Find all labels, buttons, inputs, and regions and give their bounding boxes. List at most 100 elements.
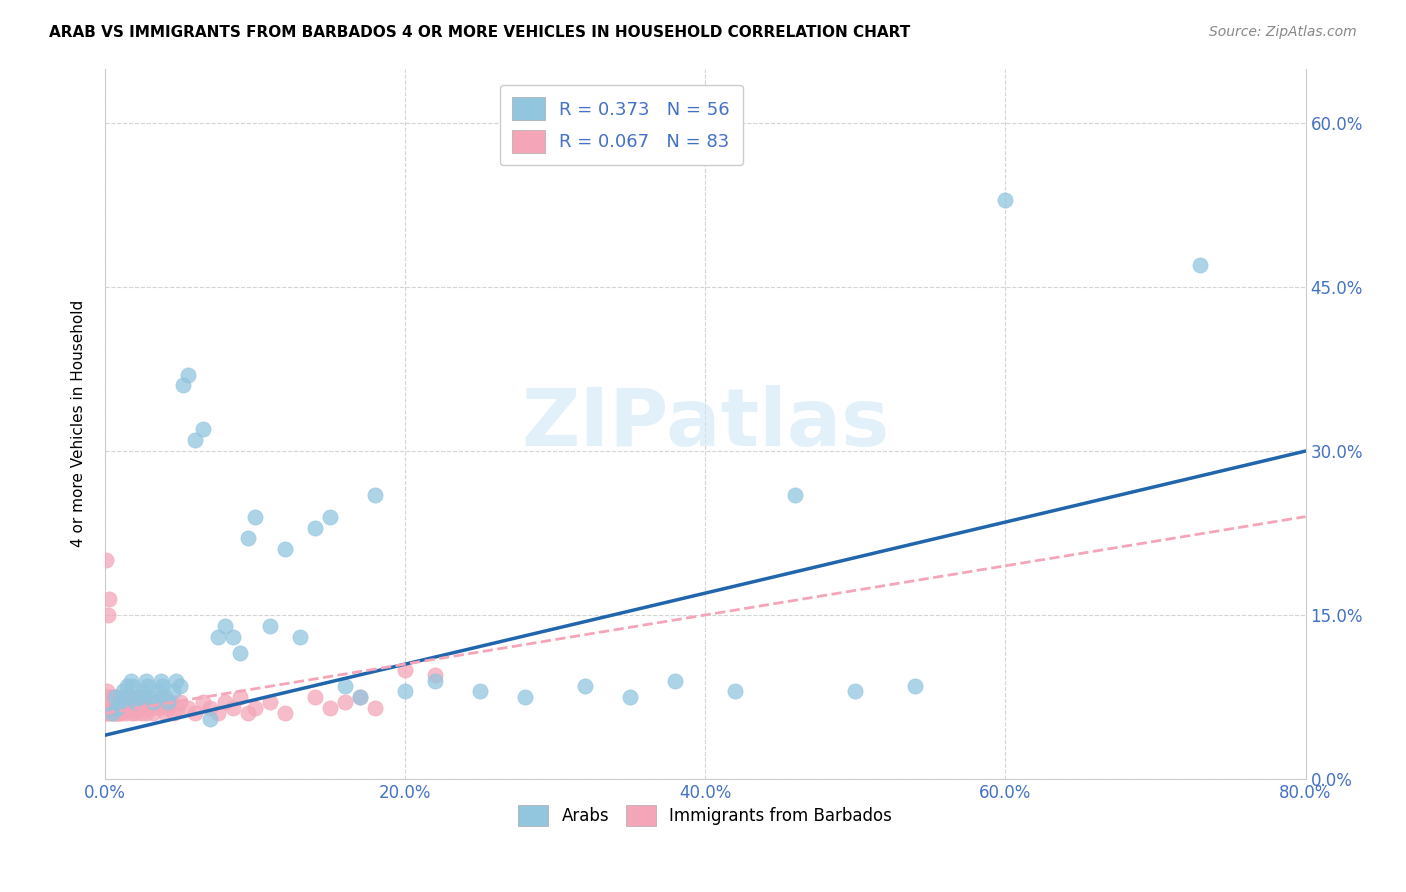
Point xyxy=(221,630,243,644)
Point xyxy=(132,690,155,704)
Point xyxy=(153,690,176,704)
Point xyxy=(103,706,125,721)
Point xyxy=(288,630,311,644)
Point xyxy=(184,706,207,721)
Point xyxy=(127,690,149,704)
Point xyxy=(104,695,127,709)
Point xyxy=(97,695,120,709)
Point xyxy=(136,679,159,693)
Point xyxy=(121,706,143,721)
Point xyxy=(114,690,136,704)
Point xyxy=(304,690,326,704)
Point xyxy=(304,520,326,534)
Point xyxy=(125,690,148,704)
Point xyxy=(207,706,229,721)
Point xyxy=(207,630,229,644)
Point xyxy=(124,695,146,709)
Point xyxy=(274,542,297,557)
Point xyxy=(149,673,172,688)
Point xyxy=(107,695,129,709)
Point xyxy=(1189,258,1212,272)
Point xyxy=(785,488,807,502)
Point xyxy=(96,553,118,567)
Point xyxy=(111,684,134,698)
Point xyxy=(229,646,252,660)
Point xyxy=(994,193,1017,207)
Point xyxy=(131,684,153,698)
Point xyxy=(904,679,927,693)
Point xyxy=(844,684,866,698)
Point xyxy=(134,706,156,721)
Point xyxy=(115,706,138,721)
Point xyxy=(104,701,127,715)
Point xyxy=(122,701,145,715)
Point xyxy=(103,690,125,704)
Point xyxy=(191,422,214,436)
Point xyxy=(274,706,297,721)
Point xyxy=(176,368,198,382)
Point xyxy=(165,673,187,688)
Point xyxy=(138,695,160,709)
Point xyxy=(221,701,243,715)
Point xyxy=(131,701,153,715)
Point xyxy=(157,695,180,709)
Point xyxy=(423,673,446,688)
Point xyxy=(150,690,173,704)
Point xyxy=(120,690,142,704)
Point xyxy=(364,701,387,715)
Point xyxy=(128,695,150,709)
Point xyxy=(101,706,124,721)
Point xyxy=(96,701,118,715)
Point xyxy=(160,695,183,709)
Point xyxy=(108,695,131,709)
Point xyxy=(236,706,259,721)
Point xyxy=(619,690,641,704)
Point xyxy=(146,684,169,698)
Point xyxy=(97,607,120,622)
Point xyxy=(117,690,139,704)
Point xyxy=(664,673,686,688)
Point xyxy=(96,706,118,721)
Point xyxy=(124,706,146,721)
Point xyxy=(259,619,281,633)
Point xyxy=(145,695,167,709)
Point xyxy=(191,695,214,709)
Point xyxy=(470,684,492,698)
Point xyxy=(98,701,121,715)
Point xyxy=(105,701,128,715)
Point xyxy=(103,701,125,715)
Point xyxy=(107,701,129,715)
Point xyxy=(101,695,124,709)
Point xyxy=(214,619,236,633)
Point xyxy=(98,591,121,606)
Point xyxy=(105,690,128,704)
Point xyxy=(243,509,266,524)
Point xyxy=(198,701,221,715)
Point xyxy=(574,679,596,693)
Point xyxy=(142,695,165,709)
Point xyxy=(139,690,162,704)
Point xyxy=(127,701,149,715)
Point xyxy=(198,712,221,726)
Point xyxy=(333,695,356,709)
Point xyxy=(169,679,191,693)
Point xyxy=(101,701,124,715)
Point xyxy=(214,695,236,709)
Point xyxy=(110,706,132,721)
Point xyxy=(157,701,180,715)
Point xyxy=(349,690,371,704)
Point xyxy=(319,701,342,715)
Point xyxy=(166,701,188,715)
Point xyxy=(100,701,122,715)
Point xyxy=(129,706,152,721)
Point xyxy=(423,668,446,682)
Point xyxy=(394,684,416,698)
Point xyxy=(148,701,170,715)
Point xyxy=(97,690,120,704)
Point xyxy=(108,706,131,721)
Point xyxy=(108,701,131,715)
Point xyxy=(176,701,198,715)
Point xyxy=(724,684,747,698)
Point xyxy=(349,690,371,704)
Point xyxy=(333,679,356,693)
